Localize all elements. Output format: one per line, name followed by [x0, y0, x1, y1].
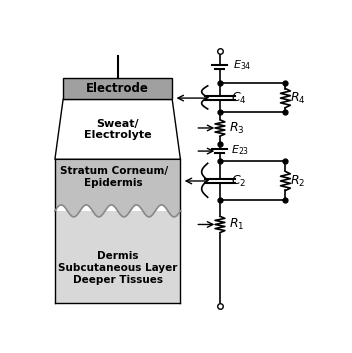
Text: $E_{23}$: $E_{23}$: [231, 143, 250, 157]
Text: Dermis
Subcutaneous Layer
Deeper Tissues: Dermis Subcutaneous Layer Deeper Tissues: [58, 251, 177, 285]
Text: $C_2$: $C_2$: [231, 173, 247, 189]
Text: $C_4$: $C_4$: [231, 90, 247, 106]
Text: $E_{34}$: $E_{34}$: [233, 58, 252, 72]
Text: $R_3$: $R_3$: [229, 120, 244, 136]
Polygon shape: [55, 159, 181, 217]
Text: Stratum Corneum/
Epidermis: Stratum Corneum/ Epidermis: [59, 166, 168, 188]
Polygon shape: [63, 78, 172, 100]
Text: $R_2$: $R_2$: [290, 173, 306, 189]
Text: $R_1$: $R_1$: [229, 217, 244, 232]
Text: $R_4$: $R_4$: [290, 90, 306, 106]
Text: Sweat/
Electrolyte: Sweat/ Electrolyte: [84, 119, 151, 140]
Polygon shape: [55, 100, 181, 159]
Text: Electrode: Electrode: [86, 82, 149, 95]
